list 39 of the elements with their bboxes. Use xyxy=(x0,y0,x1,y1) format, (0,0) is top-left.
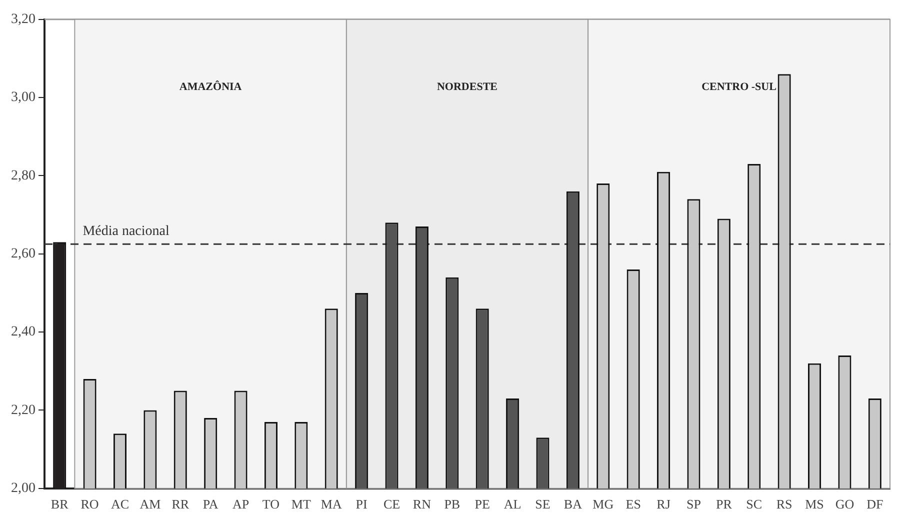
x-tick-label: SP xyxy=(686,496,701,512)
x-tick-label: MG xyxy=(592,496,614,512)
y-tick-label: 2,20 xyxy=(11,402,36,418)
y-tick-label: 3,00 xyxy=(11,90,36,106)
x-tick-label: AP xyxy=(232,496,250,512)
x-tick-label: PA xyxy=(202,496,219,512)
band-label: CENTRO -SUL xyxy=(702,81,776,94)
x-tick-label: MA xyxy=(320,496,342,512)
x-tick-label: RR xyxy=(172,496,190,512)
x-tick-label: ES xyxy=(626,496,641,512)
y-tick-label: 3,20 xyxy=(11,12,36,28)
x-tick-label: BA xyxy=(564,496,583,512)
x-tick-label: MS xyxy=(805,496,824,512)
x-tick-label: PE xyxy=(474,496,490,512)
x-tick-label: RO xyxy=(80,496,99,512)
x-tick-label: RS xyxy=(776,496,792,512)
x-tick-label: RN xyxy=(412,496,432,512)
x-tick-label: PB xyxy=(444,496,460,512)
x-tick-label: RJ xyxy=(656,496,670,512)
x-tick-label: AL xyxy=(504,496,522,512)
x-tick-label: AM xyxy=(140,496,162,512)
x-tick-label: MT xyxy=(291,496,311,512)
y-tick-label: 2,40 xyxy=(11,324,36,340)
x-tick-label: GO xyxy=(835,496,854,512)
ref-line-label: Média nacional xyxy=(82,224,170,239)
x-tick-label: AC xyxy=(110,496,130,512)
y-tick-label: 2,00 xyxy=(11,481,36,496)
y-tick-label: 2,80 xyxy=(11,168,36,184)
band-label: NORDESTE xyxy=(436,81,498,94)
x-tick-label: CE xyxy=(383,496,400,512)
x-tick-label: SC xyxy=(746,496,762,512)
band-label: AMAZÔNIA xyxy=(179,80,242,94)
x-tick-label: DF xyxy=(866,496,884,512)
x-tick-label: BR xyxy=(50,496,69,512)
x-tick-label: TO xyxy=(262,496,280,512)
y-tick-label: 2,60 xyxy=(11,246,36,262)
x-tick-label: SE xyxy=(535,496,550,512)
x-tick-label: PI xyxy=(356,496,368,512)
x-tick-label: PR xyxy=(716,496,732,512)
